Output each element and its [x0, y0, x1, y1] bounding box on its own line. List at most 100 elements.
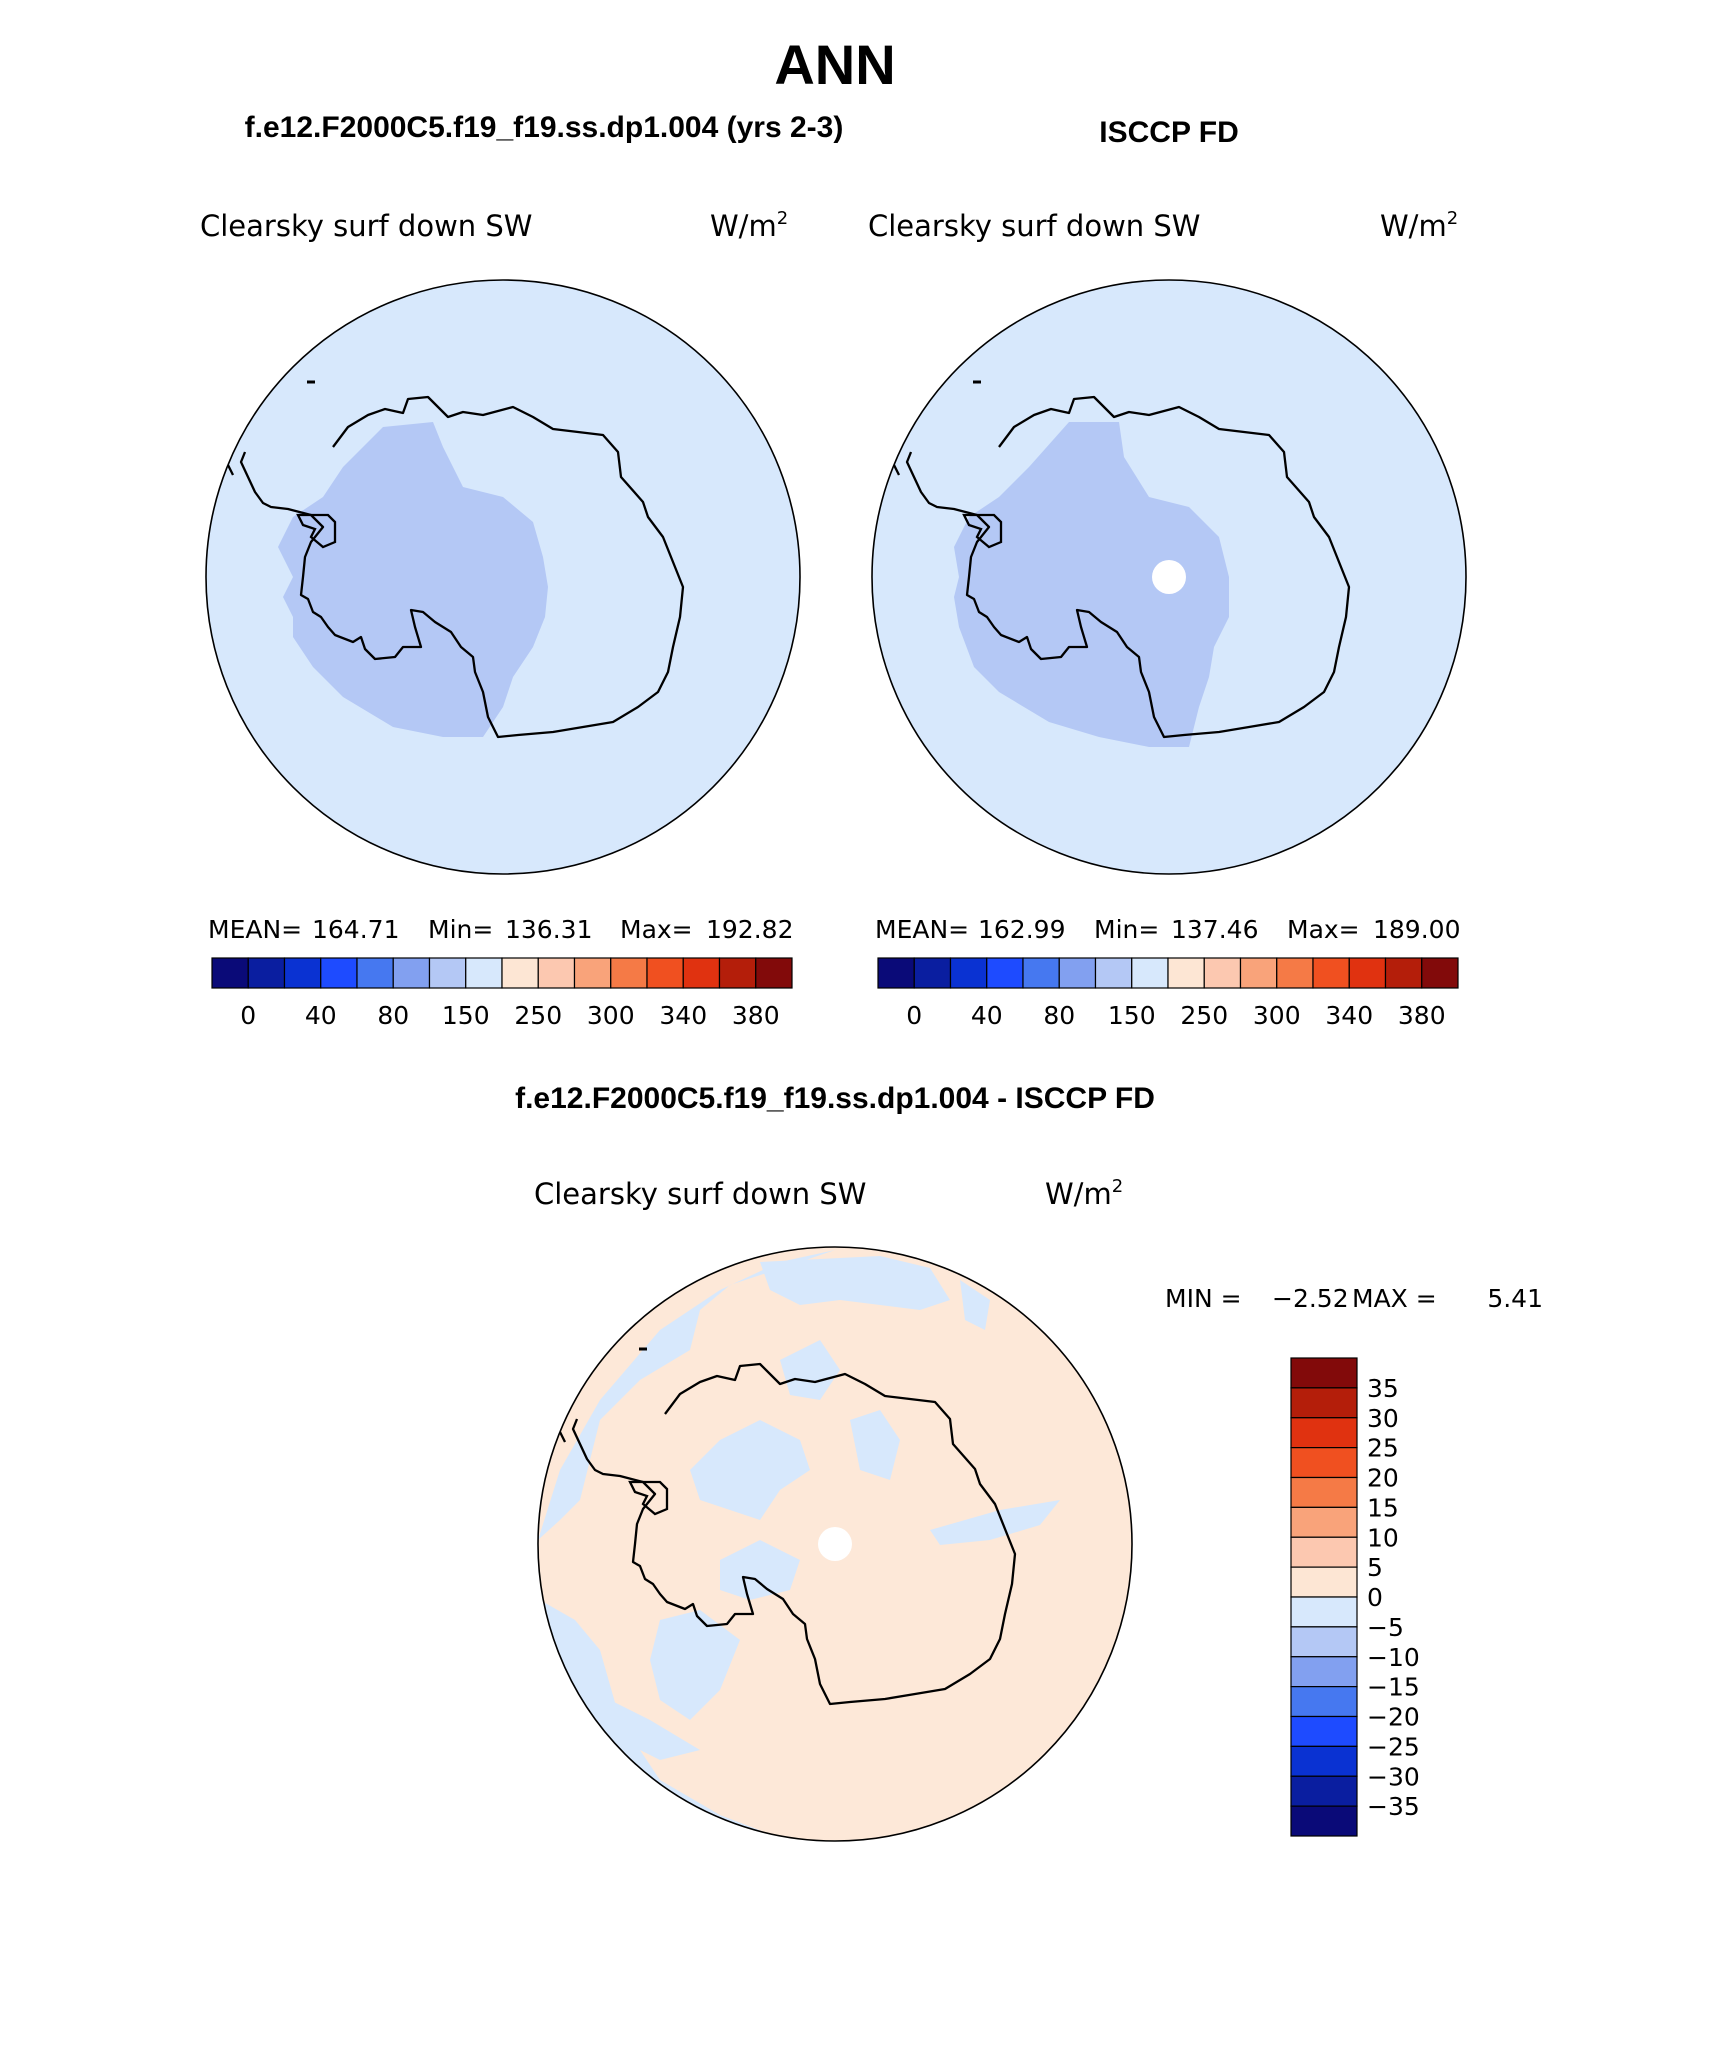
units-label: W/m2 [710, 208, 788, 243]
colorbar-tick-label: 5 [1367, 1553, 1383, 1582]
colorbar-tick-label: −5 [1367, 1613, 1404, 1642]
colorbar-tick-label: 340 [1325, 1001, 1373, 1030]
colorbar-tick-label: 80 [1043, 1001, 1075, 1030]
colorbar-swatch [1290, 1447, 1358, 1479]
stats-line: MEAN= 162.99 Min= 137.46 Max= 189.00 [875, 915, 1460, 944]
variable-label: Clearsky surf down SW [200, 209, 532, 243]
panel-header: f.e12.F2000C5.f19_f19.ss.dp1.004 - ISCCP… [515, 1082, 1155, 1115]
max-value: 189.00 [1373, 915, 1460, 944]
colorbar-swatch [501, 957, 539, 989]
colorbar-swatch [949, 957, 988, 989]
colorbar-swatch [1290, 1357, 1358, 1389]
colorbar-tick-label: 25 [1367, 1434, 1399, 1463]
colorbar-swatch [283, 957, 322, 989]
min-label: Min= [1094, 915, 1159, 944]
units-label: W/m2 [1045, 1176, 1123, 1211]
negative-difference-regions [538, 1250, 1132, 1841]
colorbar-tick-label: 40 [971, 1001, 1003, 1030]
colorbar-tick-label: −20 [1367, 1703, 1420, 1732]
colorbar-swatch [428, 957, 467, 989]
colorbar-swatch [1290, 1536, 1358, 1568]
colorbar-swatch [1094, 957, 1133, 989]
colorbar-swatch [1421, 957, 1459, 989]
colorbar-swatch [1058, 957, 1097, 989]
colorbar-swatch [1348, 957, 1387, 989]
map-border [205, 279, 801, 875]
colorbar-tick-label: 0 [906, 1001, 922, 1030]
colorbar-tick-label: 380 [732, 1001, 780, 1030]
colorbar-swatch [1290, 1387, 1358, 1419]
colorbar-tick-label: −25 [1367, 1732, 1420, 1761]
colorbar-swatch [1290, 1656, 1358, 1688]
colorbar-swatch [1203, 957, 1242, 989]
colorbar-swatch [1290, 1775, 1358, 1807]
colorbar-swatch [465, 957, 503, 989]
min-value: −2.52 [1272, 1284, 1349, 1313]
panel-difference: f.e12.F2000C5.f19_f19.ss.dp1.004 - ISCCP… [515, 1082, 1543, 1842]
colorbar-swatch [1290, 1476, 1358, 1508]
colorbar-swatch [1290, 1506, 1358, 1538]
colorbar-tick-label: 250 [1180, 1001, 1228, 1030]
colorbar-swatch [1022, 957, 1060, 989]
colorbar-swatch [755, 957, 793, 989]
colorbar-tick-label: 20 [1367, 1464, 1399, 1493]
colorbar-tick-label: −30 [1367, 1762, 1420, 1791]
map-border [537, 1246, 1133, 1842]
polar-map [872, 280, 1466, 874]
colorbar-tick-label: 30 [1367, 1404, 1399, 1433]
max-label: Max= [1287, 915, 1360, 944]
colorbar-tick-label: −15 [1367, 1673, 1420, 1702]
colorbar-horizontal: 0 40 80 150 250 300 340 380 [211, 957, 793, 1030]
colorbar-tick-label: 10 [1367, 1523, 1399, 1552]
variable-label: Clearsky surf down SW [534, 1177, 866, 1211]
colorbar-swatch [1290, 1566, 1358, 1598]
colorbar-swatch [211, 957, 249, 989]
panel-header: f.e12.F2000C5.f19_f19.ss.dp1.004 (yrs 2-… [245, 111, 844, 144]
max-label: Max= [620, 915, 693, 944]
colorbar-swatch [877, 957, 915, 989]
colorbar-tick-label: 80 [377, 1001, 409, 1030]
colorbar-swatch [913, 957, 952, 989]
min-label: Min= [428, 915, 493, 944]
pole-hole [1152, 560, 1186, 594]
map-border [871, 279, 1467, 875]
colorbar-swatch [610, 957, 648, 989]
colorbar-tick-label: 300 [1253, 1001, 1301, 1030]
polar-map [206, 280, 800, 874]
units-label: W/m2 [1380, 208, 1458, 243]
colorbar-swatch [247, 957, 286, 989]
polar-map [538, 1247, 1132, 1841]
colorbar-tick-label: 15 [1367, 1493, 1399, 1522]
colorbar-tick-label: 380 [1398, 1001, 1446, 1030]
minmax-line: MIN = −2.52 MAX = 5.41 [1165, 1284, 1543, 1313]
colorbar-tick-label: 250 [514, 1001, 562, 1030]
colorbar-swatch [537, 957, 576, 989]
colorbar-tick-label: 35 [1367, 1374, 1399, 1403]
colorbar-swatch [356, 957, 394, 989]
colorbar-swatch [1290, 1596, 1358, 1628]
colorbar-swatch [646, 957, 684, 989]
mean-label: MEAN= [875, 915, 969, 944]
colorbar-horizontal: 0 40 80 150 250 300 340 380 [877, 957, 1459, 1030]
colorbar-swatch [320, 957, 358, 989]
colorbar-swatch [1239, 957, 1278, 989]
figure-title: ANN [774, 33, 895, 96]
colorbar-swatch [392, 957, 431, 989]
panel-header: ISCCP FD [1099, 116, 1238, 149]
colorbar-swatch [1290, 1745, 1358, 1777]
colorbar-tick-label: 150 [442, 1001, 490, 1030]
pole-hole [818, 1527, 852, 1561]
colorbar-tick-label: −10 [1367, 1643, 1420, 1672]
colorbar-swatch [1167, 957, 1205, 989]
colorbar-swatch [986, 957, 1024, 989]
colorbar-tick-label: 150 [1108, 1001, 1156, 1030]
min-value: 136.31 [505, 915, 592, 944]
max-value: 5.41 [1487, 1284, 1543, 1313]
colorbar-swatch [1290, 1686, 1358, 1718]
colorbar-tick-label: 300 [587, 1001, 635, 1030]
colorbar-tick-label: −35 [1367, 1792, 1420, 1821]
max-label: MAX = [1352, 1284, 1437, 1313]
panel-observations: ISCCP FD Clearsky surf down SW W/m2 MEAN… [868, 116, 1467, 1030]
mean-label: MEAN= [208, 915, 302, 944]
